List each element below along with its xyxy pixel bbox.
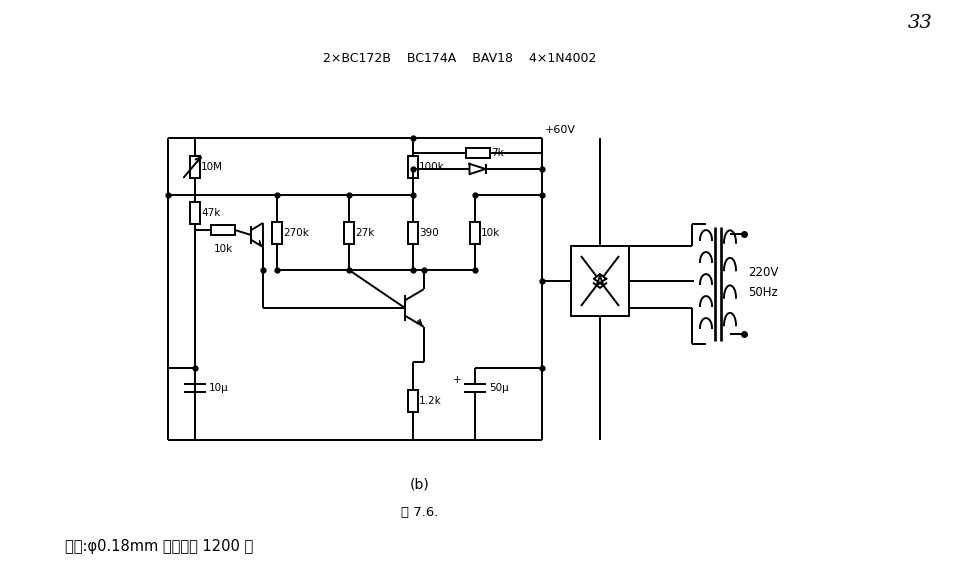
Bar (190, 155, 200, 178)
Bar (408, 222, 418, 243)
Text: 50μ: 50μ (489, 383, 509, 393)
Text: 47k: 47k (201, 208, 221, 218)
Text: +: + (453, 375, 462, 385)
Text: 390: 390 (419, 228, 439, 238)
Bar (190, 202, 200, 223)
Text: 27k: 27k (355, 228, 374, 238)
Text: +60V: +60V (545, 125, 576, 135)
Bar (211, 225, 235, 235)
Text: 50Hz: 50Hz (748, 286, 778, 299)
Bar (571, 246, 629, 316)
Text: 1.2k: 1.2k (419, 396, 442, 406)
Bar (272, 222, 282, 243)
Text: 10μ: 10μ (209, 383, 228, 393)
Text: 270k: 270k (283, 228, 309, 238)
Text: 绕组:φ0.18mm 铜漆包线 1200 匹: 绕组:φ0.18mm 铜漆包线 1200 匹 (65, 539, 253, 553)
Text: 图 7.6.: 图 7.6. (401, 506, 439, 520)
Text: 100k: 100k (419, 162, 444, 172)
Text: 10k: 10k (481, 228, 500, 238)
Bar (408, 390, 418, 412)
Text: 10k: 10k (213, 244, 232, 254)
Text: 10M: 10M (201, 162, 223, 172)
Bar (408, 155, 418, 178)
Text: (b): (b) (410, 478, 430, 492)
Text: 220V: 220V (748, 266, 779, 279)
Text: 33: 33 (907, 14, 932, 32)
Bar (344, 222, 354, 243)
Text: 2×BC172B    BC174A    BAV18    4×1N4002: 2×BC172B BC174A BAV18 4×1N4002 (324, 52, 597, 65)
Bar (466, 148, 490, 158)
Bar (470, 222, 480, 243)
Text: 7k: 7k (492, 148, 504, 158)
